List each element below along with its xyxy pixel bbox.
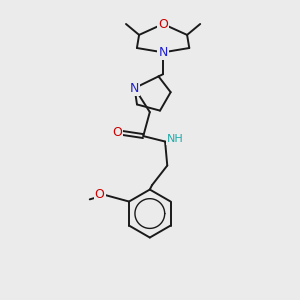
Text: O: O bbox=[158, 17, 168, 31]
Text: N: N bbox=[158, 46, 168, 59]
Text: N: N bbox=[130, 82, 139, 94]
Text: O: O bbox=[94, 188, 104, 202]
Text: NH: NH bbox=[167, 134, 183, 144]
Text: O: O bbox=[112, 126, 122, 139]
